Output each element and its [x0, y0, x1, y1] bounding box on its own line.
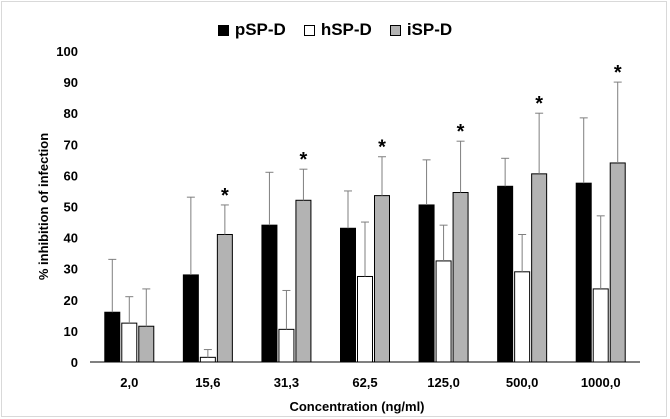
x-tick-label: 15,6	[195, 375, 220, 390]
error-bars-group	[108, 81, 622, 358]
bar-psp-d-4	[418, 204, 435, 363]
legend-label-isp-d: iSP-D	[406, 20, 453, 39]
legend: pSP-D hSP-D iSP-D	[0, 20, 670, 40]
bar-hsp-d-3	[357, 275, 373, 363]
x-tick-label: 125,0	[427, 375, 460, 390]
y-tick-label: 50	[64, 200, 78, 215]
x-tick-label: 31,3	[274, 375, 299, 390]
bar-isp-d-4	[452, 192, 469, 363]
x-tick-label: 500,0	[506, 375, 539, 390]
bar-hsp-d-4	[435, 260, 452, 363]
x-tick-label: 1000,0	[581, 375, 621, 390]
bar-hsp-d-5	[514, 271, 531, 363]
significance-star: *	[457, 121, 465, 143]
bar-psp-d-1	[182, 274, 199, 363]
y-tick-label: 90	[64, 75, 78, 90]
y-tick-label: 0	[71, 355, 78, 370]
significance-star: *	[535, 93, 543, 115]
bar-isp-d-1	[216, 233, 233, 363]
significance-star: *	[378, 137, 386, 159]
significance-markers: * * * * * *	[221, 62, 622, 207]
significance-star: *	[614, 62, 622, 84]
significance-star: *	[221, 185, 229, 207]
legend-item-isp-d: iSP-D	[389, 20, 453, 40]
y-axis-title: % inhibition of infection	[36, 133, 51, 280]
bar-hsp-d-6	[592, 288, 609, 363]
bar-isp-d-6	[609, 162, 626, 363]
bar-isp-d-3	[374, 195, 390, 363]
y-tick-label: 10	[64, 324, 78, 339]
legend-swatch-isp-d	[389, 24, 401, 36]
legend-label-hsp-d: hSP-D	[320, 20, 372, 39]
y-tick-label: 40	[64, 231, 78, 246]
bar-hsp-d-2	[278, 328, 295, 363]
x-axis-title: Concentration (ng/ml)	[289, 399, 424, 414]
bar-psp-d-3	[340, 227, 356, 363]
y-axis: 0 10 20 30 40 50 60 70 80 90 100	[56, 44, 78, 370]
significance-star: *	[300, 149, 308, 171]
bar-psp-d-6	[575, 182, 592, 363]
bar-isp-d-5	[531, 173, 548, 363]
y-tick-label: 80	[64, 106, 78, 121]
x-axis: 2,0 15,6 31,3 62,5 125,0 500,0 1000,0	[120, 375, 620, 390]
legend-label-psp-d: pSP-D	[234, 20, 286, 39]
y-tick-label: 30	[64, 262, 78, 277]
bar-psp-d-0	[104, 311, 121, 363]
bar-psp-d-5	[497, 185, 514, 363]
x-tick-label: 2,0	[120, 375, 138, 390]
y-tick-label: 70	[64, 137, 78, 152]
legend-swatch-psp-d	[217, 24, 229, 36]
bar-psp-d-2	[261, 224, 278, 363]
bar-isp-d-2	[295, 199, 312, 363]
bar-hsp-d-0	[121, 322, 138, 363]
y-tick-label: 100	[56, 44, 78, 59]
y-tick-label: 20	[64, 293, 78, 308]
bar-isp-d-0	[138, 325, 155, 363]
bar-hsp-d-1	[199, 356, 216, 363]
legend-item-hsp-d: hSP-D	[303, 20, 372, 40]
y-tick-label: 60	[64, 168, 78, 183]
x-tick-label: 62,5	[352, 375, 377, 390]
legend-item-psp-d: pSP-D	[217, 20, 286, 40]
legend-swatch-hsp-d	[303, 24, 315, 36]
